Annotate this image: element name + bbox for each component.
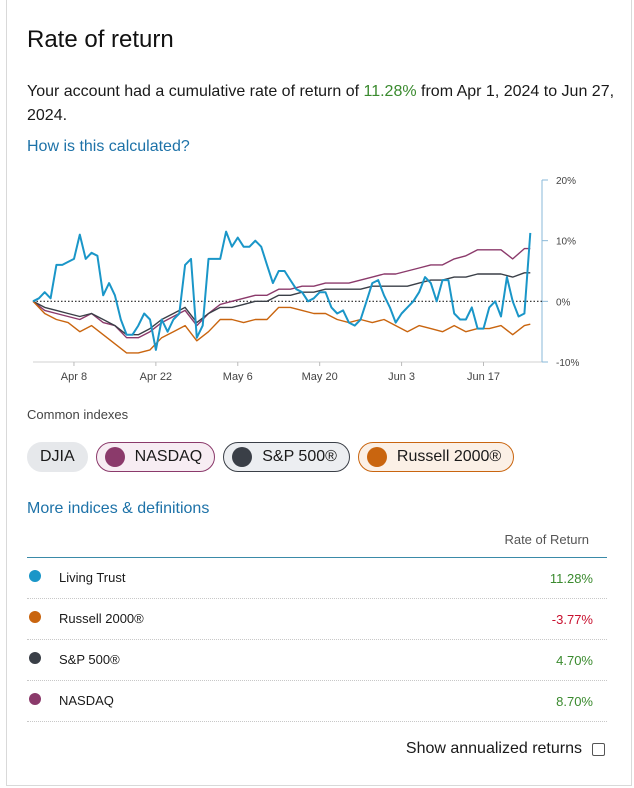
x-tick-label: May 20: [302, 371, 338, 383]
x-tick-label: Apr 22: [140, 371, 172, 383]
row-value: -3.77%: [551, 612, 593, 627]
table-row: NASDAQ 8.70%: [27, 681, 607, 722]
summary-suffix: from Apr 1, 2024 to Jun 27, 2024.: [27, 83, 615, 124]
y-tick-label: 10%: [556, 237, 576, 248]
nasdaq-dot-icon: [29, 693, 41, 705]
row-name: Russell 2000®: [59, 611, 144, 626]
series-line-living-trust: [32, 230, 532, 351]
how-calculated-link[interactable]: How is this calculated?: [27, 138, 190, 155]
row-value: 11.28%: [549, 571, 593, 586]
row-name: NASDAQ: [59, 693, 114, 708]
annualized-toggle: Show annualized returns: [406, 740, 605, 758]
chip-djia[interactable]: DJIA: [27, 442, 88, 472]
chip-djia-label: DJIA: [40, 448, 75, 465]
series-line-s-p-500: [32, 272, 531, 336]
x-tick-label: Jun 17: [467, 371, 500, 383]
return-summary: Your account had a cumulative rate of re…: [27, 80, 617, 128]
x-tick-label: Apr 8: [61, 371, 87, 383]
rate-of-return-chart: 20% 10% 0% -10% Apr 8 Apr 22 May 6 May 20 Jun 3 J…: [32, 176, 579, 383]
x-tick-label: May 6: [223, 371, 253, 383]
nasdaq-dot-icon: [104, 447, 125, 467]
y-tick-label: -10%: [556, 358, 579, 369]
more-indices-link[interactable]: More indices & definitions: [27, 500, 210, 517]
rate-of-return-card: Rate of return Your account had a cumula…: [6, 0, 632, 786]
chip-russell-label: Russell 2000®: [396, 448, 502, 465]
rate-of-return-column-header: Rate of Return: [504, 532, 589, 547]
summary-return-value: 11.28%: [363, 83, 417, 100]
sp500-dot-icon: [232, 447, 253, 467]
sp500-dot-icon: [29, 652, 41, 664]
chip-sp500-label: S&P 500®: [262, 448, 337, 465]
chip-nasdaq-label: NASDAQ: [134, 448, 203, 465]
row-name: S&P 500®: [59, 652, 120, 667]
row-value: 8.70%: [556, 694, 593, 709]
living-trust-dot-icon: [29, 570, 41, 582]
table-row: S&P 500® 4.70%: [27, 640, 607, 681]
series-line-russell-2000: [32, 300, 531, 354]
annualized-label: Show annualized returns: [405, 740, 582, 757]
y-tick-label: 20%: [556, 176, 576, 187]
summary-prefix: Your account had a cumulative rate of re…: [27, 83, 364, 100]
common-indexes-label: Common indexes: [27, 407, 129, 422]
series-line-nasdaq: [32, 247, 531, 339]
row-name: Living Trust: [59, 570, 126, 585]
y-tick-label: 0%: [556, 297, 571, 308]
table-row: Living Trust 11.28%: [27, 558, 607, 599]
chip-russell2000[interactable]: Russell 2000®: [357, 442, 515, 472]
table-row: Russell 2000® -3.77%: [27, 599, 607, 640]
returns-table: Living Trust 11.28% Russell 2000® -3.77%…: [27, 557, 607, 722]
russell-dot-icon: [29, 611, 41, 623]
chip-sp500[interactable]: S&P 500®: [223, 442, 350, 472]
page-title: Rate of return: [27, 26, 174, 53]
x-tick-label: Jun 3: [388, 371, 415, 383]
russell-dot-icon: [366, 447, 387, 467]
index-chips: DJIA NASDAQ S&P 500® Russell 2000®: [27, 442, 515, 472]
row-value: 4.70%: [556, 653, 593, 668]
annualized-checkbox[interactable]: [592, 742, 605, 756]
chip-nasdaq[interactable]: NASDAQ: [95, 442, 216, 472]
